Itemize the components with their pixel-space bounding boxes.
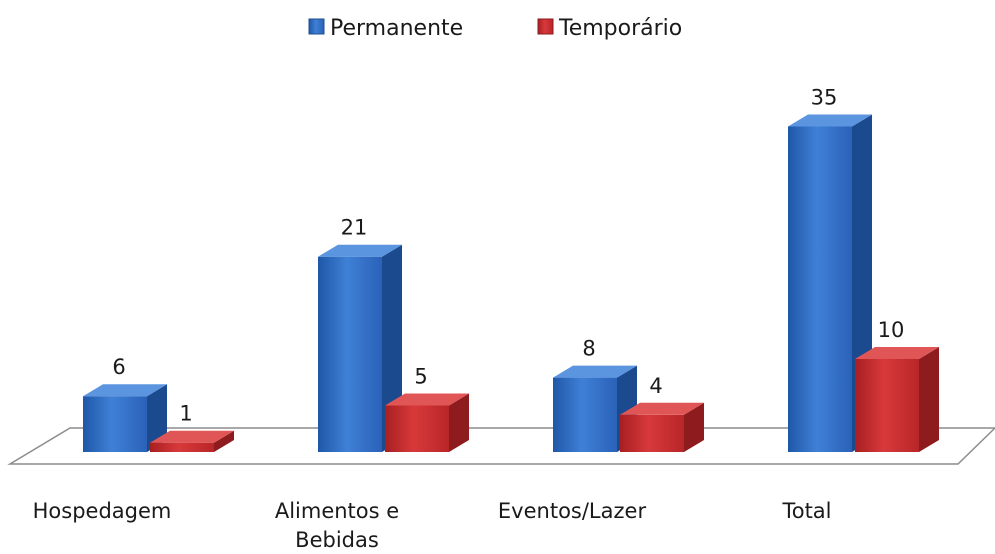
labels-group: 6 1 Hospedagem 21 5 Alimentos e Bebidas 8 4 Event… [33,86,905,553]
bar-permanente-0 [83,384,167,452]
data-label-temporario-1: 5 [414,365,427,389]
data-label-permanente-3: 35 [811,86,838,110]
bar-front-temporario-2 [620,414,684,452]
bars-group [83,114,939,452]
bar-side-temporario-1 [449,393,469,452]
bar-front-permanente-1 [318,256,382,452]
bar-front-permanente-2 [553,377,617,452]
bar-top-temporario-1 [385,393,469,406]
bar-top-permanente-1 [318,244,402,257]
bar-top-permanente-2 [553,365,637,378]
bar-front-temporario-1 [385,405,449,452]
legend-swatch-permanente [308,18,325,35]
bar-side-permanente-0 [147,384,167,452]
data-label-permanente-1: 21 [341,216,368,240]
chart-floor [7,427,995,465]
category-label-1: Alimentos e Bebidas [275,499,399,552]
bar-permanente-3 [788,114,872,452]
bar-temporario-0 [150,430,234,452]
bar-front-permanente-3 [788,126,852,452]
legend-label-temporario: Temporário [558,16,682,41]
bar-permanente-1 [318,244,402,452]
bar-top-temporario-0 [150,430,234,443]
bar-top-temporario-3 [855,347,939,359]
bar-top-permanente-0 [83,384,167,397]
category-label-0: Hospedagem [33,499,172,523]
bar-side-temporario-2 [684,402,704,452]
bar-temporario-1 [385,393,469,452]
legend-swatch-temporario [537,18,554,35]
data-label-permanente-2: 8 [582,337,595,361]
data-label-temporario-0: 1 [179,402,192,426]
bar-temporario-2 [620,402,704,452]
bar-side-temporario-0 [214,430,234,452]
data-label-temporario-2: 4 [649,374,662,398]
bar-front-temporario-3 [855,359,919,452]
data-label-permanente-0: 6 [112,355,125,379]
category-label-2: Eventos/Lazer [498,499,647,523]
bar-permanente-2 [553,365,637,452]
bar-top-permanente-3 [788,114,872,127]
data-label-temporario-3: 10 [878,318,905,342]
bar-side-temporario-3 [919,347,939,452]
bar-temporario-3 [855,347,939,452]
category-label-3: Total [781,499,831,523]
legend-label-permanente: Permanente [330,16,463,41]
legend: Permanente Temporário [308,16,682,41]
bar-front-permanente-0 [83,396,147,452]
bar-front-temporario-0 [150,442,214,452]
bar-top-temporario-2 [620,402,704,415]
